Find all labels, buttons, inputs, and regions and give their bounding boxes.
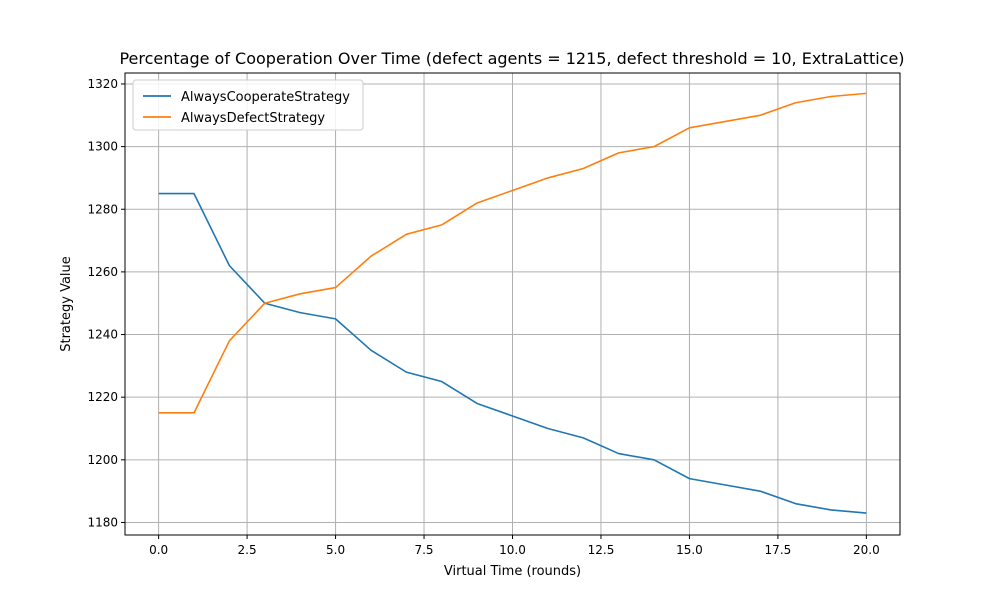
series-line-0 — [158, 192, 867, 514]
x-tick-label: 12.5 — [588, 543, 615, 557]
y-tick-label: 1220 — [87, 390, 118, 404]
series-line-1 — [158, 92, 867, 414]
x-axis-label: Virtual Time (rounds) — [444, 564, 581, 579]
y-tick-label: 1200 — [87, 453, 118, 467]
y-tick-label: 1280 — [87, 202, 118, 216]
x-tick-label: 0.0 — [149, 543, 168, 557]
legend-box — [132, 79, 364, 131]
x-tick-label: 5.0 — [326, 543, 345, 557]
x-tick-label: 20.0 — [853, 543, 880, 557]
y-tick-label: 1260 — [87, 265, 118, 279]
x-tick-label: 10.0 — [499, 543, 526, 557]
x-axis-ticks: 0.0 2.5 5.0 7.5 10.0 12.5 15.0 17.5 20.0 — [149, 535, 880, 557]
y-tick-label: 1180 — [87, 515, 118, 529]
x-tick-label: 2.5 — [238, 543, 257, 557]
y-tick-label: 1320 — [87, 77, 118, 91]
legend-label-1: AlwaysDefectStrategy — [181, 111, 325, 126]
legend: AlwaysCooperateStrategy AlwaysDefectStrat… — [132, 79, 364, 131]
x-tick-label: 17.5 — [765, 543, 792, 557]
legend-label-0: AlwaysCooperateStrategy — [181, 90, 350, 105]
x-tick-label: 15.0 — [676, 543, 703, 557]
x-tick-label: 7.5 — [414, 543, 433, 557]
y-axis-label: Strategy Value — [59, 256, 74, 352]
y-axis-ticks: 1180 1200 1220 1240 1260 1280 1300 1320 — [87, 77, 125, 529]
series-lines — [158, 92, 867, 514]
y-tick-label: 1240 — [87, 328, 118, 342]
y-tick-label: 1300 — [87, 140, 118, 154]
grid — [125, 73, 900, 535]
chart-title: Percentage of Cooperation Over Time (def… — [119, 49, 904, 68]
